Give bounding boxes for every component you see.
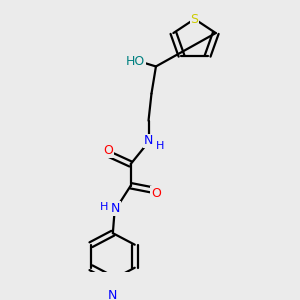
Text: S: S <box>190 13 199 26</box>
Text: HO: HO <box>125 55 145 68</box>
Text: H: H <box>100 202 109 212</box>
Text: N: N <box>111 202 121 215</box>
Text: N: N <box>108 289 118 300</box>
Text: N: N <box>144 134 153 148</box>
Text: O: O <box>151 188 161 200</box>
Text: O: O <box>103 144 113 157</box>
Text: H: H <box>156 141 165 152</box>
